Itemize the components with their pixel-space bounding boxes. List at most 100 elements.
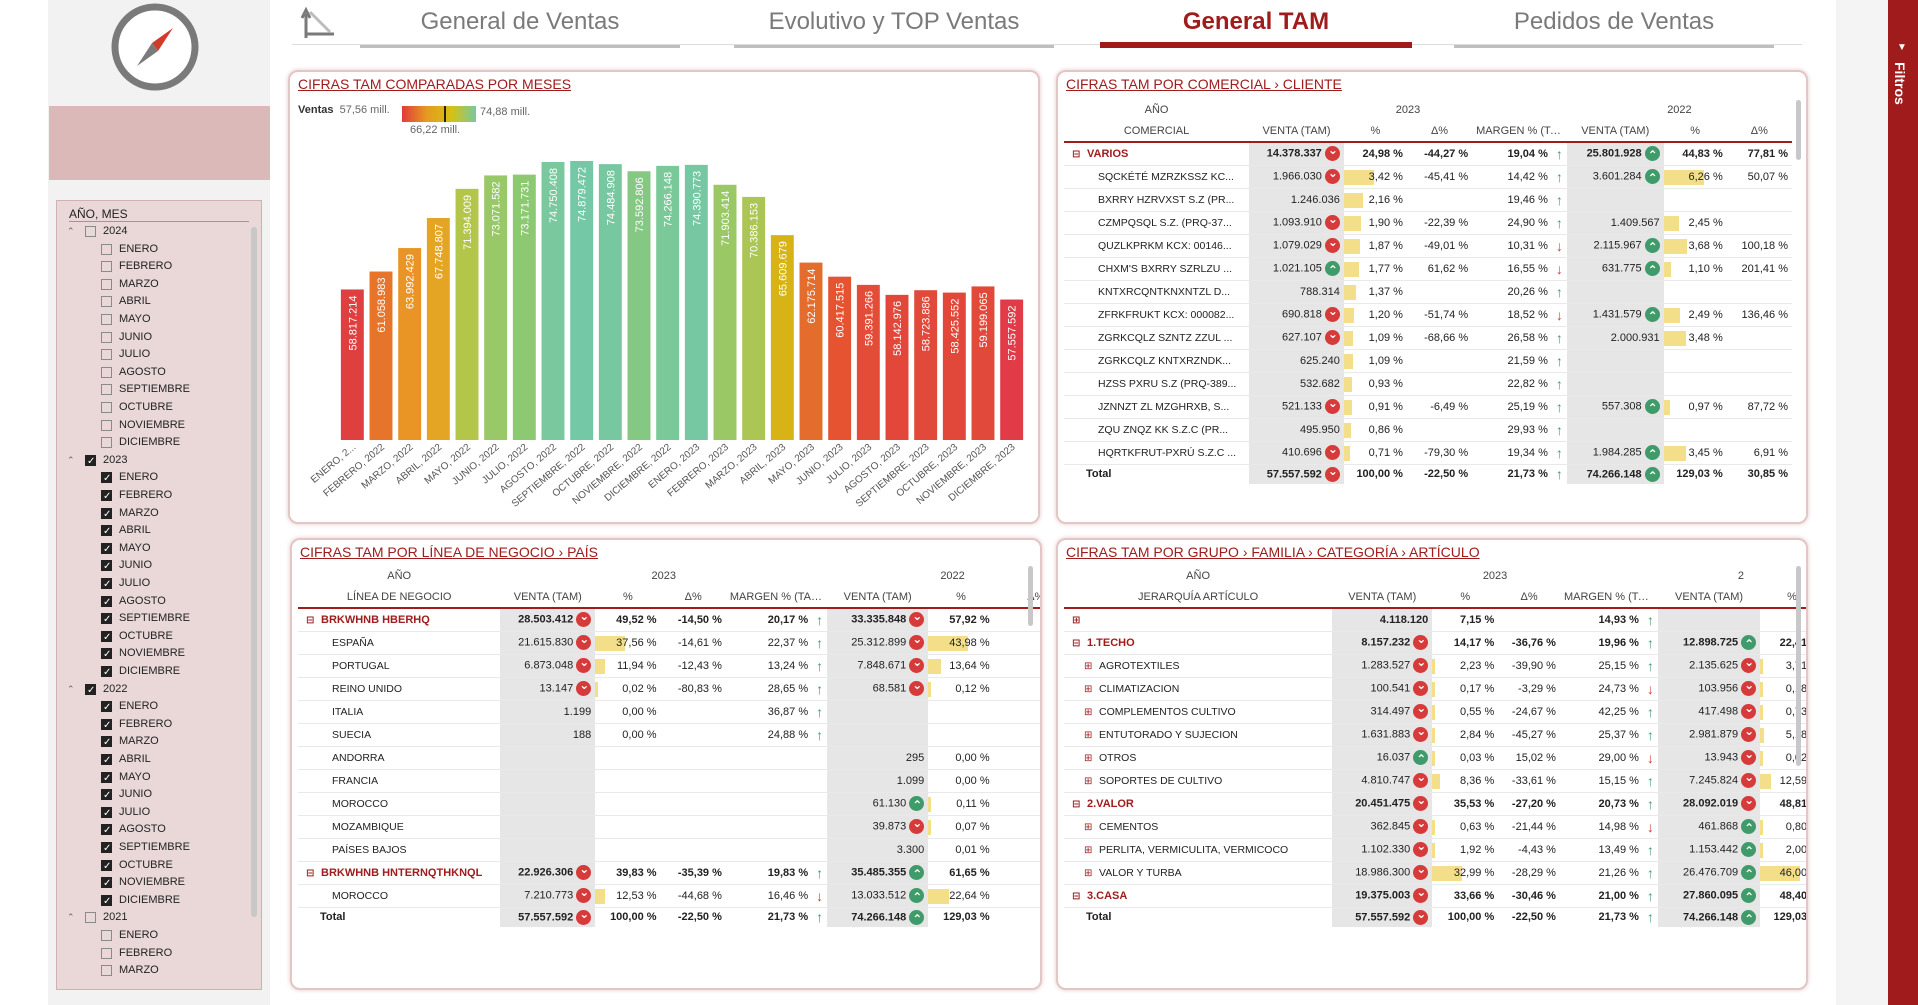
collapse-minus-icon[interactable]: ⊟ [1072,798,1081,810]
expand-plus-icon[interactable]: ⊞ [1084,683,1093,695]
filters-pane-toggle[interactable]: ▼ Filtros [1888,0,1918,1005]
slicer-month-item[interactable]: AGOSTO [67,593,247,611]
slicer-month-item[interactable]: ENERO [67,698,247,716]
row-label[interactable]: ZQU ZNQZ KK S.Z.C (PR... [1064,418,1250,442]
slicer-month-item[interactable]: NOVIEMBRE [67,874,247,892]
column-header[interactable]: VENTA (TAM) [1657,586,1761,609]
slicer-month-item[interactable]: SEPTIEMBRE [67,610,247,628]
slicer-month-item[interactable]: FEBRERO [67,716,247,734]
group-row[interactable]: ⊟ BRKWHNB HNTERNQTHKNQL 22.926.306 39,83 %-… [298,861,1040,885]
collapse-caret-icon[interactable]: ⌃ [67,226,75,236]
chart-bar[interactable] [369,271,393,440]
slicer-checkbox[interactable] [101,930,112,941]
slicer-month-item[interactable]: MAYO [67,311,247,328]
slicer-checkbox[interactable] [101,664,112,681]
column-header[interactable]: Δ% [660,586,726,609]
row-label[interactable]: MOROCCO [298,884,501,908]
column-header[interactable]: % [1343,120,1407,143]
column-header[interactable]: % [595,586,661,609]
slicer-checkbox[interactable] [101,366,112,378]
slicer-checkbox[interactable] [101,770,112,787]
slicer-checkbox[interactable] [101,331,112,343]
slicer-checkbox[interactable] [101,243,112,255]
chart-bar[interactable] [856,284,880,440]
slicer-month-item[interactable]: OCTUBRE [67,857,247,875]
chart-bar[interactable] [828,276,852,440]
slicer-month-item[interactable]: FEBRERO [67,487,247,505]
row-label[interactable]: ANDORRA [298,746,501,770]
column-header[interactable]: VENTA (TAM) [1332,586,1433,609]
slicer-month-item[interactable]: MARZO [67,505,247,523]
row-label[interactable]: MOZAMBIQUE [298,815,501,839]
row-label[interactable]: ZGRKCQLZ SZNTZ ZZUL ... [1064,326,1250,350]
tab-pedidos-de-ventas[interactable]: Pedidos de Ventas [1454,8,1774,48]
chart-bar[interactable] [742,196,766,440]
slicer-checkbox[interactable] [85,226,96,237]
row-label[interactable]: ⊞ [1064,608,1333,632]
row-label[interactable]: PORTUGAL [298,654,501,678]
column-header[interactable]: MARGEN % (TAM) [1559,586,1658,609]
detail-row[interactable]: ZQU ZNQZ KK S.Z.C (PR... 495.950 0,86 % 29,… [1064,418,1792,442]
group-row[interactable]: ⊟ 3.CASA 19.375.003 33,66 %-30,46 % 21,00 % ↑… [1064,884,1806,908]
slicer-checkbox[interactable] [101,734,112,751]
detail-row[interactable]: KNTXRCQNTKNXNTZL D... 788.314 1,37 % 20,26 … [1064,280,1792,304]
group-row[interactable]: ⊟ 1.TECHO 8.157.232 14,17 %-36,76 % 19,96 % ↑… [1064,631,1806,655]
row-label[interactable]: ITALIA [298,700,501,724]
detail-row[interactable]: ZGRKCQLZ SZNTZ ZZUL ... 627.107 1,09 %-68,… [1064,326,1792,350]
row-label[interactable]: ⊞ SOPORTES DE CULTIVO [1064,769,1333,793]
detail-row[interactable]: CHXM'S BXRRY SZRLZU ... 1.021.105 1,77 %61… [1064,257,1792,281]
slicer-month-item[interactable]: MAYO [67,769,247,787]
chart-bar[interactable] [340,289,364,440]
slicer-checkbox[interactable] [101,858,112,875]
row-label[interactable]: ⊞ CLIMATIZACION [1064,677,1333,701]
collapse-minus-icon[interactable]: ⊟ [1072,148,1081,160]
collapse-minus-icon[interactable]: ⊟ [306,867,315,879]
collapse-minus-icon[interactable]: ⊟ [1072,890,1081,902]
row-label[interactable]: CHXM'S BXRRY SZRLZU ... [1064,257,1250,281]
detail-row[interactable]: JZNNZT ZL MZGHRXB, S... 521.133 0,91 %-6,4… [1064,395,1792,419]
slicer-month-item[interactable]: ENERO [67,241,247,258]
chart-bar[interactable] [1000,299,1024,440]
column-header[interactable]: % [928,586,994,609]
column-header[interactable]: VENTA (TAM) [1566,120,1664,143]
slicer-checkbox[interactable] [101,822,112,839]
collapse-minus-icon[interactable]: ⊟ [1072,637,1081,649]
row-label[interactable]: ⊟ BRKWHNB HNTERNQTHKNQL [298,861,501,885]
row-label[interactable]: ⊞ VALOR Y TURBA [1064,861,1333,885]
row-label[interactable]: FRANCIA [298,769,501,793]
slicer-checkbox[interactable] [101,752,112,769]
tab-general-de-ventas[interactable]: General de Ventas [360,8,680,48]
expand-plus-icon[interactable]: ⊞ [1084,867,1093,879]
slicer-checkbox[interactable] [101,875,112,892]
detail-row[interactable]: SQCKÉTÉ MZRZKSSZ KC... 1.966.030 3,42 %-45… [1064,165,1792,189]
slicer-checkbox[interactable] [101,699,112,716]
expand-plus-icon[interactable]: ⊞ [1084,844,1093,856]
slicer-checkbox[interactable] [101,296,112,308]
detail-row[interactable]: MOZAMBIQUE 39.873 0,07 %-46, [298,815,1040,839]
slicer-checkbox[interactable] [101,805,112,822]
row-label[interactable]: ⊞ CEMENTOS [1064,815,1333,839]
row-label[interactable]: REINO UNIDO [298,677,501,701]
slicer-checkbox[interactable] [101,576,112,593]
chart-bar[interactable] [484,175,508,440]
collapse-minus-icon[interactable]: ⊟ [306,614,315,626]
detail-row[interactable]: FRANCIA 1.099 0,00 % [298,769,1040,793]
slicer-month-item[interactable]: ABRIL [67,522,247,540]
slicer-year-item[interactable]: ⌃ 2023 [67,452,247,470]
detail-row[interactable]: ZGRKCQLZ KNTXRZNDK... 625.240 1,09 % 21,59 … [1064,349,1792,373]
slicer-checkbox[interactable] [101,646,112,663]
slicer-checkbox[interactable] [101,506,112,523]
chart-bar[interactable] [512,174,536,440]
slicer-checkbox[interactable] [101,629,112,646]
chart-bar[interactable] [942,292,966,440]
row-label[interactable]: PAÍSES BAJOS [298,838,501,862]
expand-plus-icon[interactable]: ⊞ [1084,729,1093,741]
expand-plus-icon[interactable]: ⊞ [1084,660,1093,672]
chart-bar[interactable] [627,171,651,440]
detail-row[interactable]: HQRTKFRUT-PXRÚ S.Z.C ... 410.696 0,71 %-79… [1064,441,1792,465]
chart-bar[interactable] [799,262,823,440]
slicer-month-item[interactable]: DICIEMBRE [67,663,247,681]
slicer-checkbox[interactable] [101,419,112,431]
slicer-month-item[interactable]: FEBRERO [67,945,247,962]
slicer-month-item[interactable]: NOVIEMBRE [67,417,247,434]
